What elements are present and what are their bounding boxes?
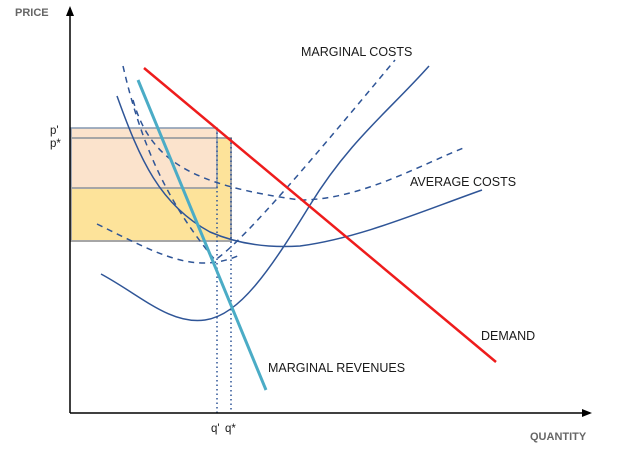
marginal-revenues-label: MARGINAL REVENUES xyxy=(268,361,405,375)
price-tick-p-prime: p' xyxy=(50,125,59,137)
marginal-costs-label: MARGINAL COSTS xyxy=(301,45,412,59)
y-axis-label: PRICE xyxy=(15,7,49,19)
marginal-cost-solid-curve xyxy=(100,65,430,322)
price-tick-p-star: p* xyxy=(50,138,61,150)
marginal-revenue-line xyxy=(136,79,268,391)
average-cost-solid-curve xyxy=(116,95,483,248)
average-cost-dashed-curve-upper xyxy=(132,99,467,201)
x-axis-label: QUANTITY xyxy=(530,431,587,443)
demand-line xyxy=(143,67,497,363)
quantity-tick-q-prime: q' xyxy=(211,423,220,435)
average-cost-dashed-curve xyxy=(96,223,241,264)
quantity-tick-q-star: q* xyxy=(225,423,236,435)
marginal-cost-dashed-curve xyxy=(122,59,396,261)
average-costs-label: AVERAGE COSTS xyxy=(410,175,516,189)
demand-label: DEMAND xyxy=(481,329,535,343)
